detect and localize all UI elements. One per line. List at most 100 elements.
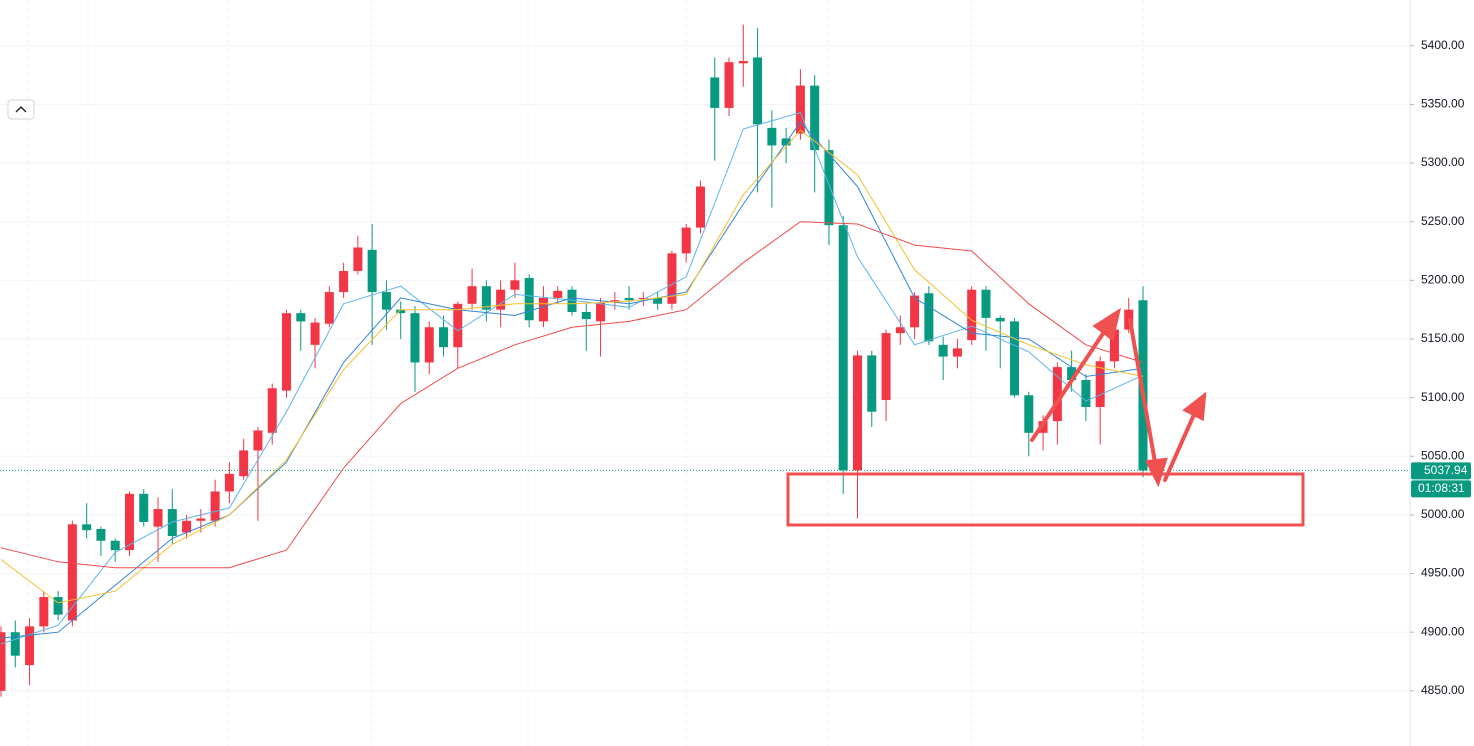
- candle-body: [1010, 321, 1020, 396]
- arrow-head: [1144, 457, 1168, 488]
- plot: [0, 24, 1410, 697]
- last-price-box: [1411, 462, 1471, 480]
- candle-body: [239, 450, 249, 477]
- y-tick-label: 5350.00: [1421, 97, 1465, 111]
- candle-body: [952, 348, 962, 357]
- candle-body: [724, 62, 734, 108]
- candle-body: [624, 297, 634, 301]
- candle-body: [267, 388, 277, 433]
- arrows: [1030, 307, 1207, 488]
- candle-body: [439, 327, 449, 348]
- moving-average: [0, 111, 1144, 645]
- candle-body: [667, 253, 677, 304]
- candle-body: [567, 289, 577, 313]
- countdown-box: [1411, 480, 1471, 498]
- time-grid: [27, 0, 1144, 746]
- candle-body: [39, 597, 49, 627]
- candle-body: [524, 277, 534, 321]
- arrow-head: [1092, 307, 1122, 342]
- candle-body: [210, 491, 220, 521]
- candle-body: [25, 626, 35, 666]
- candle-body: [967, 289, 977, 341]
- candle-body: [196, 518, 206, 521]
- candle-body: [310, 322, 320, 345]
- y-tick-label: 5200.00: [1421, 273, 1465, 287]
- candle-body: [510, 280, 520, 290]
- candle-body: [653, 297, 663, 304]
- candle-body: [738, 60, 748, 64]
- candle-body: [1024, 395, 1034, 433]
- candle-body: [124, 493, 134, 551]
- arrow-down: [1128, 318, 1158, 470]
- y-tick-label: 5150.00: [1421, 331, 1465, 345]
- arrow-head: [1182, 391, 1207, 422]
- candle-body: [1081, 380, 1091, 408]
- candle-body: [10, 632, 20, 656]
- candle-body: [367, 249, 377, 293]
- candle-body: [695, 186, 705, 228]
- candle-body: [182, 520, 192, 533]
- candle-body: [324, 292, 334, 324]
- arrow-up: [1163, 408, 1198, 482]
- candle-body: [924, 293, 934, 342]
- moving-average: [0, 129, 1144, 604]
- moving-average: [0, 121, 1144, 639]
- candle-body: [681, 227, 691, 254]
- candle-body: [767, 127, 777, 146]
- y-tick-label: 4950.00: [1421, 566, 1465, 580]
- price-axis: 4850.00 4900.00 4950.00 5000.00 5050.00 5100.…: [1410, 38, 1471, 697]
- candle-body: [610, 300, 620, 302]
- candle-body: [581, 312, 591, 320]
- candle-body: [1095, 361, 1105, 408]
- candle-body: [910, 295, 920, 328]
- candle-body: [296, 313, 306, 322]
- y-tick-label: 5250.00: [1421, 214, 1465, 228]
- chevron-icon: [15, 106, 27, 113]
- candle-body: [353, 247, 363, 271]
- arrow-up: [1030, 324, 1110, 442]
- candle-body: [1067, 367, 1077, 381]
- collapse-button[interactable]: [7, 99, 35, 120]
- y-tick-label: 5100.00: [1421, 390, 1465, 404]
- y-tick-label: 5400.00: [1421, 38, 1465, 52]
- candle-body: [881, 333, 891, 400]
- candle-body: [453, 303, 463, 348]
- candle-body: [867, 355, 877, 412]
- candle-body: [596, 302, 606, 322]
- candle-body: [153, 509, 163, 527]
- candle-body: [810, 85, 820, 151]
- candle-body: [253, 430, 263, 451]
- candle-body: [553, 290, 563, 298]
- moving-average: [0, 221, 1144, 569]
- candle-body: [795, 85, 805, 134]
- support-zone: [786, 472, 1305, 527]
- candle-body: [1109, 329, 1119, 362]
- candle-body: [339, 270, 349, 293]
- candle-body: [410, 313, 420, 363]
- candle-body: [282, 313, 291, 391]
- candle-body: [467, 286, 477, 304]
- candle-body: [224, 473, 234, 492]
- candle-body: [53, 597, 63, 615]
- candle-body: [638, 297, 648, 300]
- candle-body: [938, 344, 948, 357]
- candle-body: [838, 225, 848, 471]
- candle-body: [981, 289, 991, 318]
- candle-body: [710, 77, 720, 108]
- candle-body: [82, 524, 92, 531]
- last-price-label: 5037.94: [1424, 463, 1468, 477]
- candle-body: [67, 524, 77, 621]
- candle-body: [0, 632, 6, 691]
- candle-body: [139, 493, 149, 522]
- candle-body: [396, 309, 406, 314]
- candle-body: [995, 317, 1005, 322]
- candle-body: [481, 286, 491, 310]
- y-tick-label: 5300.00: [1421, 155, 1465, 169]
- y-tick-label: 5050.00: [1421, 448, 1465, 462]
- candle-body: [895, 327, 905, 334]
- y-tick-label: 5000.00: [1421, 507, 1465, 521]
- y-tick-label: 4900.00: [1421, 624, 1465, 638]
- candle-body: [96, 529, 106, 541]
- countdown-label: 01:08:31: [1418, 481, 1465, 495]
